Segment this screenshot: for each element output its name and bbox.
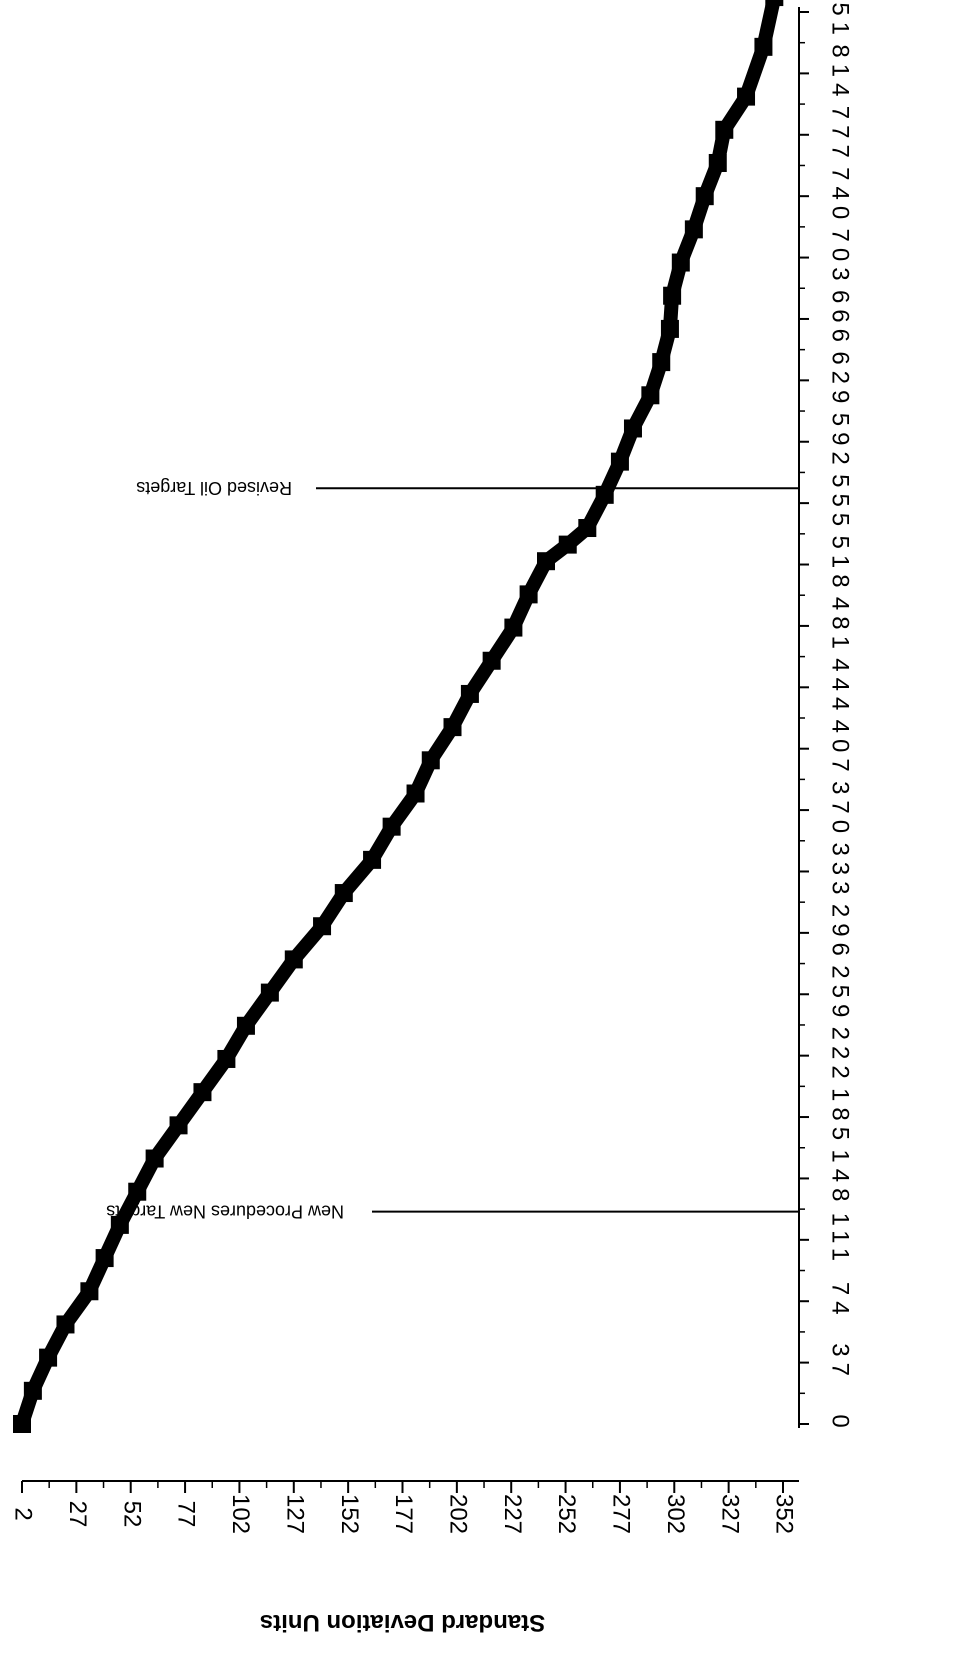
data-point	[460, 684, 479, 703]
data-point	[363, 850, 382, 869]
x-tick-label: 74	[827, 1282, 854, 1321]
y-tick-label: 2	[10, 1507, 37, 1520]
y-tick-label: 152	[336, 1494, 363, 1534]
data-point	[193, 1083, 212, 1102]
y-tick-label: 202	[445, 1494, 472, 1534]
data-point	[504, 618, 523, 637]
data-point	[595, 485, 614, 504]
y-tick-label: 227	[499, 1494, 526, 1534]
data-point	[482, 651, 501, 670]
data-point	[217, 1049, 236, 1068]
data-point	[80, 1282, 99, 1301]
data-point	[284, 950, 303, 969]
x-tick-label: 148	[827, 1149, 854, 1207]
data-point	[260, 983, 279, 1002]
data-point	[708, 153, 727, 172]
data-point	[56, 1315, 75, 1334]
data-point	[754, 37, 773, 56]
data-point	[95, 1249, 114, 1268]
x-tick-label: 814	[827, 44, 854, 102]
data-point	[406, 784, 425, 803]
x-tick-label: 111	[827, 1213, 854, 1267]
data-point	[537, 552, 556, 571]
x-tick-label: 851	[827, 0, 854, 41]
x-tick-label: 37	[827, 1343, 854, 1382]
data-point	[13, 1415, 31, 1433]
data-point	[421, 751, 440, 770]
y-tick-label: 77	[173, 1501, 200, 1528]
y-tick-label: 102	[227, 1494, 254, 1534]
x-tick-label: 703	[827, 229, 854, 287]
annotation-label: Revised Oil Targets	[136, 478, 292, 498]
x-tick-label: 777	[827, 106, 854, 164]
annotations: New Procedures New Targets Revised Oil Ta…	[106, 478, 799, 1222]
data-point	[652, 353, 671, 372]
data-point	[334, 884, 353, 903]
x-tick-label: 333	[827, 842, 854, 900]
x-tick-label: 555	[827, 474, 854, 532]
data-point	[684, 220, 703, 239]
x-tick-label: 296	[827, 904, 854, 962]
x-tick-label: 0	[827, 1414, 854, 1433]
data-point	[236, 1016, 255, 1035]
y-tick-label: 52	[118, 1501, 145, 1528]
y-tick-label: 177	[390, 1494, 417, 1534]
data-point	[558, 535, 577, 554]
x-tick-label: 666	[827, 290, 854, 348]
y-tick-label: 127	[281, 1494, 308, 1534]
y-tick-label: 252	[553, 1494, 580, 1534]
data-point	[610, 452, 629, 471]
data-point	[623, 419, 642, 438]
data-point	[39, 1348, 58, 1367]
y-tick-label: 302	[662, 1494, 689, 1534]
x-tick-label: 518	[827, 535, 854, 593]
data-point	[110, 1215, 129, 1234]
x-tick-label: 629	[827, 351, 854, 409]
data-point	[169, 1116, 188, 1135]
data-point	[695, 187, 714, 206]
plot-area	[13, 0, 784, 1433]
x-tick-label: 444	[827, 658, 854, 716]
x-axis: 0 37 74 111 148 185 222 259 296 333 370 407 444 481 51…	[799, 0, 854, 1434]
y-tick-label: 327	[716, 1494, 743, 1534]
data-point	[663, 286, 682, 305]
data-point	[443, 718, 462, 737]
data-point	[313, 917, 332, 936]
annotation-label: New Procedures New Targets	[106, 1202, 344, 1222]
data-point	[737, 87, 756, 106]
data-point	[765, 0, 784, 7]
x-tick-label: 370	[827, 781, 854, 839]
y-axis: 2 27 52 77 102 127 152 177 202 227 252 277 302 327 352	[10, 1481, 798, 1534]
x-tick-label: 592	[827, 413, 854, 471]
y-tick-label: 27	[64, 1501, 91, 1528]
data-point	[382, 817, 401, 836]
data-point	[578, 519, 597, 538]
data-point	[671, 253, 690, 272]
x-tick-label: 222	[827, 1027, 854, 1085]
x-tick-label: 185	[827, 1088, 854, 1146]
data-point	[23, 1381, 42, 1400]
x-tick-label: 481	[827, 597, 854, 655]
data-point	[145, 1149, 164, 1168]
data-point	[128, 1182, 147, 1201]
data-point	[715, 120, 734, 139]
data-point	[660, 319, 679, 338]
x-tick-label: 740	[827, 167, 854, 225]
y-tick-label: 277	[608, 1494, 635, 1534]
chart-rotated-group: 0 37 74 111 148 185 222 259 296 333 370 407 444 481 51…	[10, 0, 854, 1636]
y-axis-title: Standard Deviation Units	[260, 1609, 545, 1636]
x-tick-label: 259	[827, 965, 854, 1023]
y-tick-label: 352	[771, 1494, 798, 1534]
x-tick-label: 407	[827, 720, 854, 778]
data-point	[641, 386, 660, 405]
data-point	[519, 585, 538, 604]
